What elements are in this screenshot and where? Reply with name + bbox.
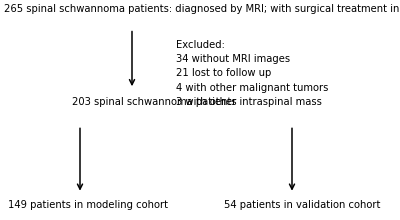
Text: Excluded:
34 without MRI images
21 lost to follow up
4 with other malignant tumo: Excluded: 34 without MRI images 21 lost … [176,40,328,107]
Text: 149 patients in modeling cohort: 149 patients in modeling cohort [8,200,168,210]
Text: 54 patients in validation cohort: 54 patients in validation cohort [224,200,380,210]
Text: 265 spinal schwannoma patients: diagnosed by MRI; with surgical treatment in our: 265 spinal schwannoma patients: diagnose… [4,4,400,14]
Text: 203 spinal schwannoma patients: 203 spinal schwannoma patients [72,97,237,107]
